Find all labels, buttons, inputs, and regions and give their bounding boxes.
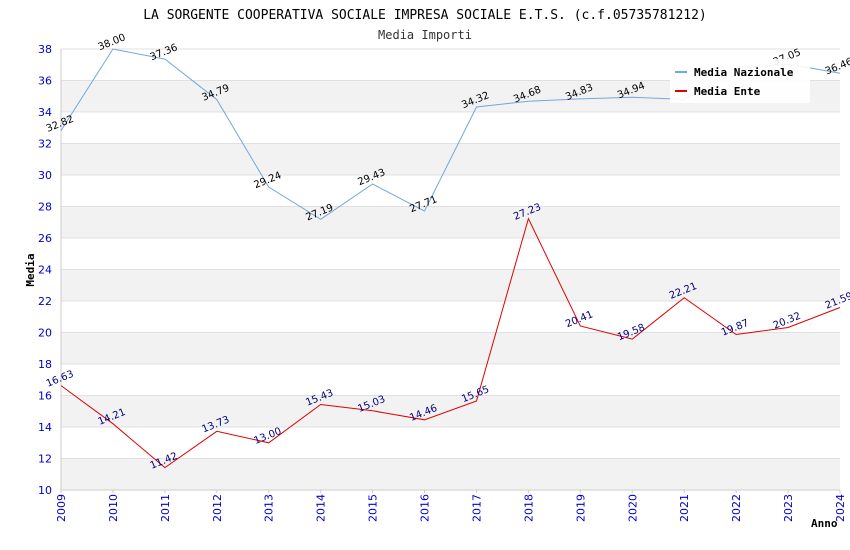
grid-band <box>61 206 840 238</box>
grid-band <box>61 395 840 427</box>
x-tick-label: 2017 <box>470 494 483 522</box>
y-tick-label: 30 <box>38 169 52 182</box>
x-tick-label: 2013 <box>263 494 276 522</box>
x-tick-label: 2020 <box>626 494 639 522</box>
legend: Media Nazionale Media Ente <box>670 59 810 103</box>
data-label: 20.41 <box>564 309 595 330</box>
grid-band <box>61 458 840 490</box>
y-tick-label: 14 <box>38 421 52 434</box>
grid-band <box>61 269 840 301</box>
data-label: 36.46 <box>824 56 850 77</box>
y-tick-label: 34 <box>38 106 52 119</box>
y-tick-label: 38 <box>38 43 52 56</box>
chart-subtitle: Media Importi <box>378 28 472 42</box>
y-tick-label: 26 <box>38 232 52 245</box>
x-axis-label: Anno <box>811 517 838 530</box>
chart-title: LA SORGENTE COOPERATIVA SOCIALE IMPRESA … <box>143 8 707 23</box>
x-tick-label: 2009 <box>55 494 68 522</box>
data-label: 13.00 <box>252 426 283 447</box>
grid-band <box>61 332 840 364</box>
y-tick-label: 18 <box>38 358 52 371</box>
y-tick-label: 16 <box>38 390 52 403</box>
y-tick-label: 20 <box>38 327 52 340</box>
x-axis-ticks: 2009 2010 2011 2012 2013 2014 2015 2016 2017 2018… <box>55 490 847 522</box>
x-tick-label: 2016 <box>419 494 432 522</box>
x-tick-label: 2019 <box>574 494 587 522</box>
data-label: 37.36 <box>149 42 180 63</box>
y-tick-label: 24 <box>38 264 52 277</box>
x-tick-label: 2021 <box>678 494 691 522</box>
legend-entry: Media Nazionale <box>694 66 794 79</box>
x-tick-label: 2010 <box>107 494 120 522</box>
y-tick-label: 22 <box>38 295 52 308</box>
x-tick-label: 2011 <box>159 494 172 522</box>
legend-entry: Media Ente <box>694 85 761 98</box>
y-axis-ticks: 10 12 14 16 18 20 22 24 26 28 30 32 34 36 38 <box>38 43 52 497</box>
series-line-media-ente <box>60 217 841 469</box>
y-tick-label: 12 <box>38 453 52 466</box>
x-tick-label: 2014 <box>315 494 328 522</box>
grid-bands <box>61 80 840 490</box>
y-axis-label: Media <box>24 253 37 286</box>
legend-box <box>670 59 810 103</box>
y-tick-label: 36 <box>38 75 52 88</box>
x-tick-label: 2015 <box>367 494 380 522</box>
x-tick-label: 2012 <box>211 494 224 522</box>
data-label: 16.63 <box>45 369 76 390</box>
data-label: 20.32 <box>772 311 803 332</box>
x-tick-label: 2018 <box>522 494 535 522</box>
x-tick-label: 2024 <box>834 494 847 522</box>
x-tick-label: 2022 <box>730 494 743 522</box>
x-tick-label: 2023 <box>782 494 795 522</box>
y-tick-label: 32 <box>38 138 52 151</box>
y-tick-label: 10 <box>38 484 52 497</box>
y-tick-label: 28 <box>38 201 52 214</box>
